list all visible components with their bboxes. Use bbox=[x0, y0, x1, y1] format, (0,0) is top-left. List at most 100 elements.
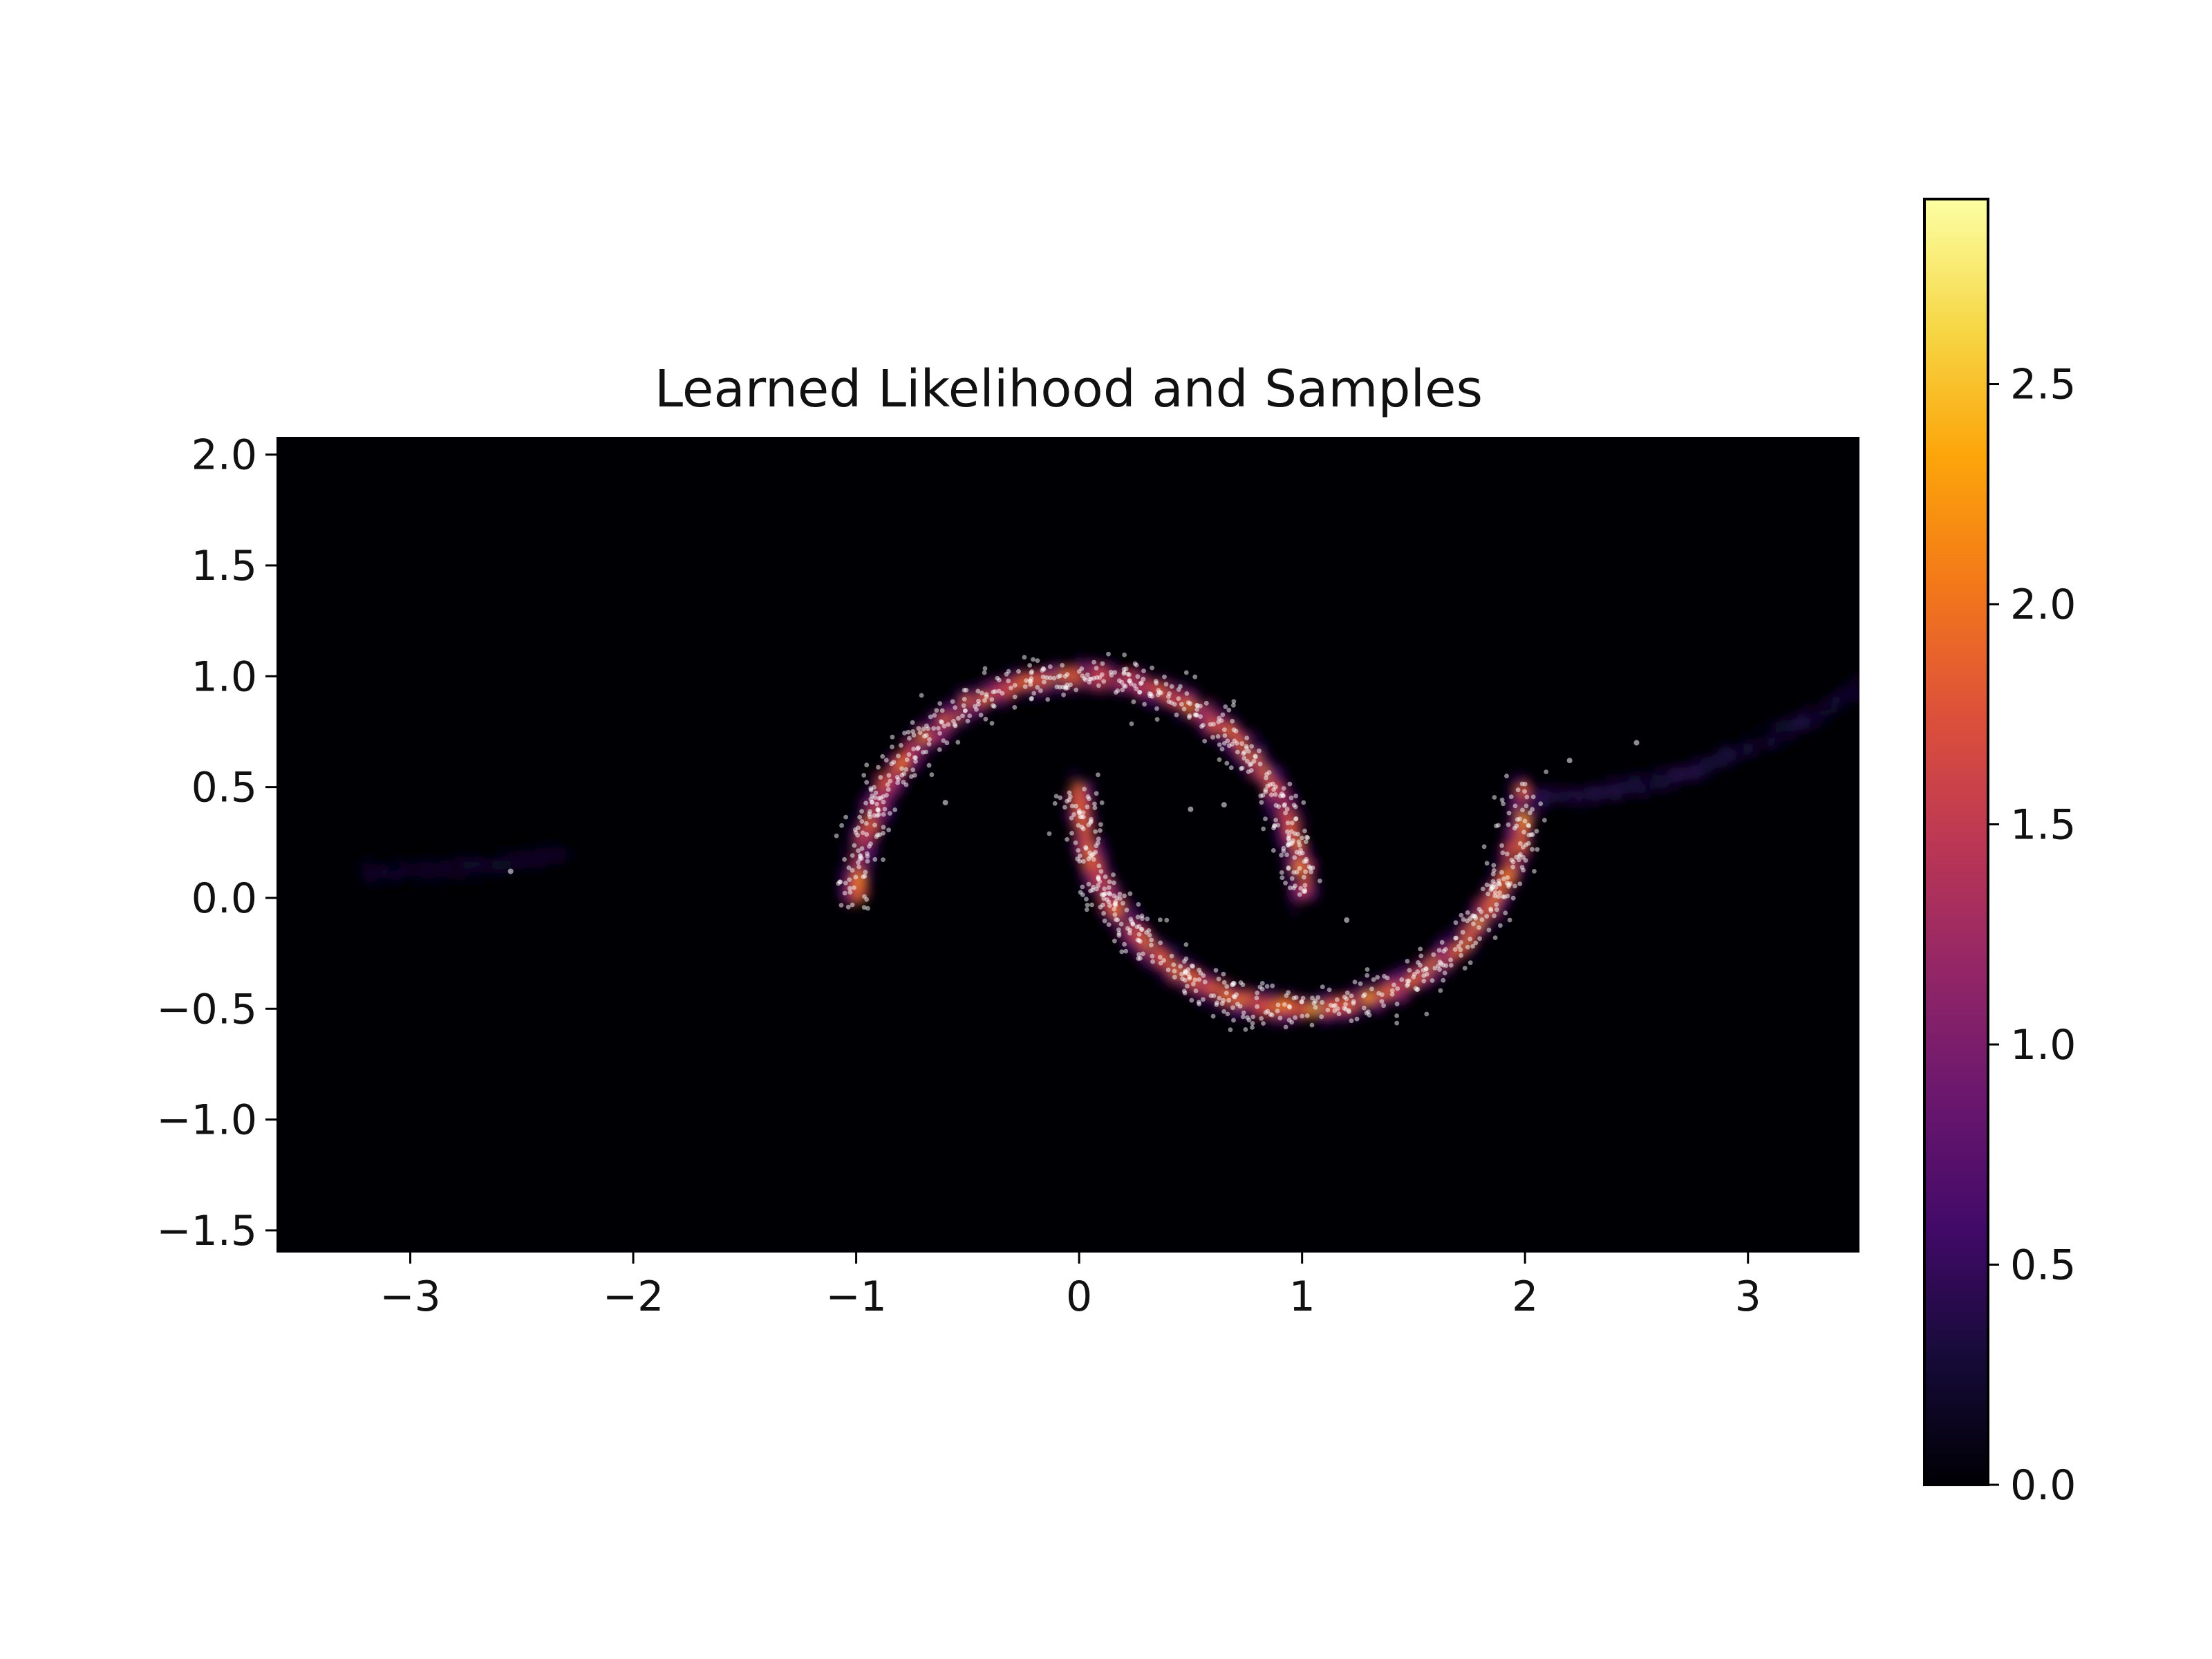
density-cell bbox=[1506, 837, 1519, 850]
density-cell bbox=[1823, 715, 1836, 729]
sample-point bbox=[942, 800, 948, 806]
sample-point bbox=[1171, 962, 1177, 967]
sample-point bbox=[1271, 848, 1276, 853]
sample-point bbox=[1100, 661, 1105, 666]
density-cell bbox=[504, 854, 517, 868]
sample-point bbox=[1136, 902, 1141, 907]
sample-point bbox=[1289, 876, 1295, 881]
sample-point bbox=[1183, 942, 1189, 947]
colorbar-tick-label: 2.5 bbox=[2010, 361, 2076, 409]
sample-point bbox=[1188, 806, 1194, 812]
sample-point bbox=[881, 812, 886, 817]
sample-point bbox=[1431, 952, 1436, 957]
sample-point bbox=[916, 726, 921, 731]
sample-point bbox=[1077, 859, 1082, 864]
sample-point bbox=[1448, 957, 1454, 963]
sample-point bbox=[1287, 885, 1293, 890]
sample-point bbox=[910, 720, 915, 725]
sample-point bbox=[941, 738, 946, 743]
sample-point bbox=[1310, 995, 1315, 1001]
sample-point bbox=[1313, 1005, 1318, 1010]
sample-point bbox=[1107, 903, 1112, 908]
sample-point bbox=[1517, 857, 1521, 863]
sample-point bbox=[975, 688, 981, 694]
sample-point bbox=[961, 703, 966, 709]
sample-point bbox=[1439, 939, 1445, 945]
sample-point bbox=[996, 688, 1002, 694]
sample-point bbox=[1494, 823, 1499, 829]
sample-point bbox=[1197, 1001, 1202, 1006]
density-cell bbox=[428, 852, 441, 865]
density-cell bbox=[529, 843, 542, 856]
sample-point bbox=[1045, 697, 1051, 702]
density-cell bbox=[1600, 785, 1613, 798]
sample-point bbox=[1165, 967, 1171, 973]
sample-point bbox=[1246, 1018, 1252, 1023]
sample-point bbox=[982, 697, 987, 703]
sample-point bbox=[1172, 968, 1177, 974]
sample-point bbox=[1202, 738, 1208, 744]
sample-point bbox=[1257, 984, 1263, 990]
sample-point bbox=[1127, 930, 1132, 936]
density-cell bbox=[400, 863, 413, 877]
sample-point bbox=[1228, 765, 1234, 771]
density-cell bbox=[850, 881, 863, 894]
sample-point bbox=[1354, 1016, 1360, 1022]
sample-point bbox=[1506, 810, 1512, 816]
sample-point bbox=[1468, 960, 1473, 966]
sample-point bbox=[1106, 885, 1112, 890]
sample-point bbox=[1091, 856, 1096, 862]
sample-point bbox=[1263, 789, 1268, 794]
sample-point bbox=[861, 905, 867, 910]
sample-point bbox=[1313, 998, 1318, 1004]
sample-point bbox=[1062, 674, 1068, 679]
sample-point bbox=[1074, 803, 1078, 809]
sample-point bbox=[1112, 938, 1117, 944]
sample-point bbox=[1224, 760, 1230, 766]
sample-point bbox=[1150, 693, 1155, 699]
sample-point bbox=[1065, 837, 1069, 842]
sample-point bbox=[1289, 821, 1295, 825]
sample-point bbox=[1414, 987, 1420, 993]
sample-point bbox=[1062, 805, 1067, 810]
density-cell bbox=[388, 860, 401, 873]
sample-point bbox=[1216, 976, 1221, 982]
density-cell bbox=[1051, 693, 1065, 706]
sample-point bbox=[1150, 953, 1155, 959]
sample-point bbox=[962, 708, 968, 713]
sample-point bbox=[1334, 997, 1340, 1002]
sample-point bbox=[1436, 948, 1442, 953]
sample-point bbox=[1263, 816, 1268, 821]
sample-point bbox=[1080, 892, 1085, 897]
sample-point bbox=[1085, 672, 1090, 677]
sample-point bbox=[1035, 684, 1040, 690]
sample-point bbox=[1096, 772, 1100, 778]
sample-point bbox=[1153, 679, 1159, 684]
sample-point bbox=[1169, 700, 1174, 705]
sample-point bbox=[1275, 1002, 1281, 1008]
sample-point bbox=[859, 809, 864, 814]
density-cell bbox=[1257, 730, 1271, 743]
density-cell bbox=[1208, 690, 1221, 703]
sample-point bbox=[856, 864, 861, 870]
sample-point bbox=[1096, 876, 1101, 881]
sample-point bbox=[1347, 1009, 1351, 1014]
sample-point bbox=[1157, 690, 1162, 695]
sample-point bbox=[892, 807, 898, 812]
x-tick-label: 0 bbox=[1066, 1273, 1092, 1321]
sample-point bbox=[903, 767, 909, 772]
sample-point bbox=[976, 702, 981, 707]
sample-point bbox=[929, 772, 935, 778]
sample-point bbox=[1150, 959, 1155, 964]
sample-point bbox=[1217, 742, 1222, 747]
sample-point bbox=[962, 697, 967, 702]
sample-point bbox=[1492, 890, 1498, 895]
sample-point bbox=[1136, 952, 1141, 957]
sample-point bbox=[1022, 655, 1027, 660]
x-tick-label: −1 bbox=[825, 1273, 886, 1321]
sample-point bbox=[1500, 850, 1506, 856]
sample-point bbox=[1210, 735, 1215, 740]
sample-point bbox=[1127, 679, 1132, 684]
density-cell bbox=[1064, 766, 1077, 779]
density-cell bbox=[1755, 732, 1768, 745]
